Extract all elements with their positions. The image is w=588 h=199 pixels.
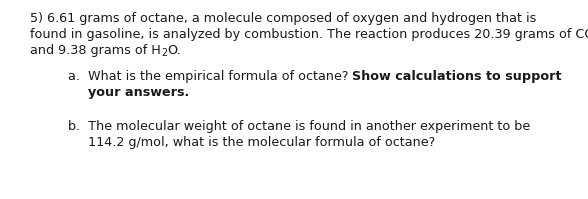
Text: b.  The molecular weight of octane is found in another experiment to be: b. The molecular weight of octane is fou… xyxy=(68,120,530,133)
Text: Show calculations to support: Show calculations to support xyxy=(352,70,562,83)
Text: a.  What is the empirical formula of octane?: a. What is the empirical formula of octa… xyxy=(68,70,352,83)
Text: 2: 2 xyxy=(161,48,167,58)
Text: found in gasoline, is analyzed by combustion. The reaction produces 20.39 grams : found in gasoline, is analyzed by combus… xyxy=(30,28,588,41)
Text: your answers.: your answers. xyxy=(88,86,189,99)
Text: O.: O. xyxy=(167,44,181,57)
Text: 114.2 g/mol, what is the molecular formula of octane?: 114.2 g/mol, what is the molecular formu… xyxy=(88,136,436,149)
Text: and 9.38 grams of H: and 9.38 grams of H xyxy=(30,44,161,57)
Text: 5) 6.61 grams of octane, a molecule composed of oxygen and hydrogen that is: 5) 6.61 grams of octane, a molecule comp… xyxy=(30,12,536,25)
